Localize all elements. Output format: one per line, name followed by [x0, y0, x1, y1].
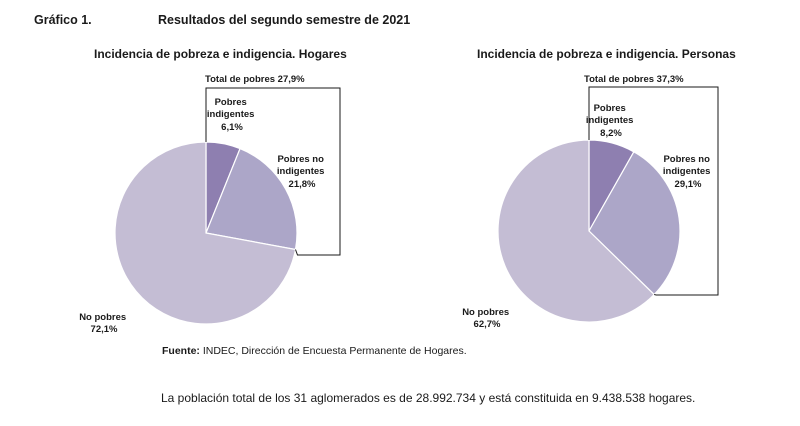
- source-label: Fuente:: [162, 345, 200, 357]
- pie-chart-personas: Incidencia de pobreza e indigencia. Pers…: [462, 47, 736, 330]
- slice-label-no-pobres: No pobres 72,1%: [79, 312, 129, 335]
- pie-chart-hogares: Incidencia de pobreza e indigencia. Hoga…: [79, 47, 347, 335]
- source-text: INDEC, Dirección de Encuesta Permanente …: [202, 345, 467, 357]
- total-pobres-label: Total de pobres 37,3%: [584, 74, 684, 85]
- slice-label-no-pobres: No pobres 62,7%: [462, 307, 512, 330]
- pie-slices: [114, 141, 298, 325]
- pie-slice-pobres-no-indigentes: [205, 147, 298, 251]
- total-bracket: [588, 86, 719, 296]
- slice-label-pobres-no-indigentes: Pobres no indigentes 21,8%: [277, 154, 327, 190]
- slice-label-pobres-indigentes: Pobres indigentes 8,2%: [586, 103, 636, 139]
- slice-label-pobres-indigentes: Pobres indigentes 6,1%: [207, 97, 257, 133]
- pie-slice-no-pobres: [114, 141, 297, 325]
- source-note: Fuente: INDEC, Dirección de Encuesta Per…: [162, 345, 467, 357]
- figure-title: Resultados del segundo semestre de 2021: [158, 13, 411, 27]
- chart-title: Incidencia de pobreza e indigencia. Pers…: [477, 47, 736, 61]
- total-pobres-label: Total de pobres 27,9%: [205, 74, 305, 85]
- chart-title: Incidencia de pobreza e indigencia. Hoga…: [94, 47, 347, 61]
- total-bracket: [205, 87, 341, 256]
- footnote: La población total de los 31 aglomerados…: [161, 391, 696, 405]
- slice-label-pobres-no-indigentes: Pobres no indigentes 29,1%: [663, 154, 713, 190]
- pie-slice-no-pobres: [497, 139, 655, 323]
- figure-label: Gráfico 1.: [34, 13, 92, 27]
- pie-slices: [497, 139, 681, 323]
- pie-slice-pobres-no-indigentes: [588, 150, 681, 296]
